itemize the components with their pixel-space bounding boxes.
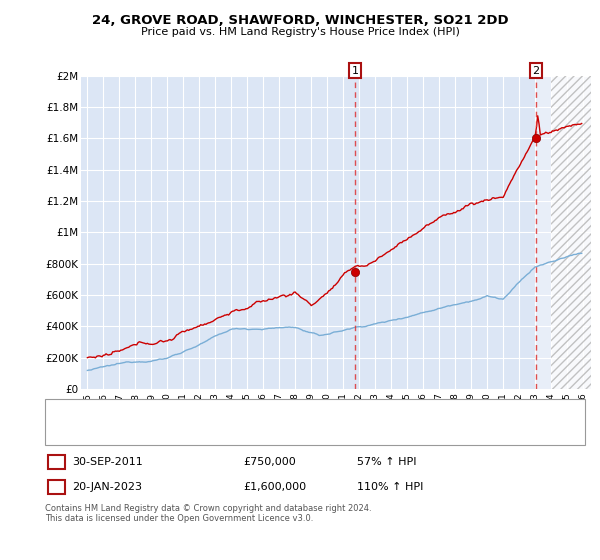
Text: 1: 1 bbox=[53, 457, 60, 467]
Text: 57% ↑ HPI: 57% ↑ HPI bbox=[357, 457, 416, 467]
Bar bbox=[551, 44, 600, 389]
Bar bbox=[81, 76, 536, 389]
Text: 1: 1 bbox=[352, 66, 359, 76]
Text: 2: 2 bbox=[532, 66, 539, 76]
Text: HPI: Average price, detached house, Winchester: HPI: Average price, detached house, Winc… bbox=[90, 427, 326, 437]
Text: Price paid vs. HM Land Registry's House Price Index (HPI): Price paid vs. HM Land Registry's House … bbox=[140, 27, 460, 37]
Text: 30-SEP-2011: 30-SEP-2011 bbox=[72, 457, 143, 467]
Text: £750,000: £750,000 bbox=[243, 457, 296, 467]
Text: Contains HM Land Registry data © Crown copyright and database right 2024.
This d: Contains HM Land Registry data © Crown c… bbox=[45, 504, 371, 524]
Text: 110% ↑ HPI: 110% ↑ HPI bbox=[357, 482, 424, 492]
Text: £1,600,000: £1,600,000 bbox=[243, 482, 306, 492]
Text: 24, GROVE ROAD, SHAWFORD, WINCHESTER, SO21 2DD (detached house): 24, GROVE ROAD, SHAWFORD, WINCHESTER, SO… bbox=[90, 407, 456, 417]
Text: 2: 2 bbox=[53, 482, 60, 492]
Bar bbox=[551, 76, 600, 389]
Text: 20-JAN-2023: 20-JAN-2023 bbox=[72, 482, 142, 492]
Text: 24, GROVE ROAD, SHAWFORD, WINCHESTER, SO21 2DD: 24, GROVE ROAD, SHAWFORD, WINCHESTER, SO… bbox=[92, 14, 508, 27]
